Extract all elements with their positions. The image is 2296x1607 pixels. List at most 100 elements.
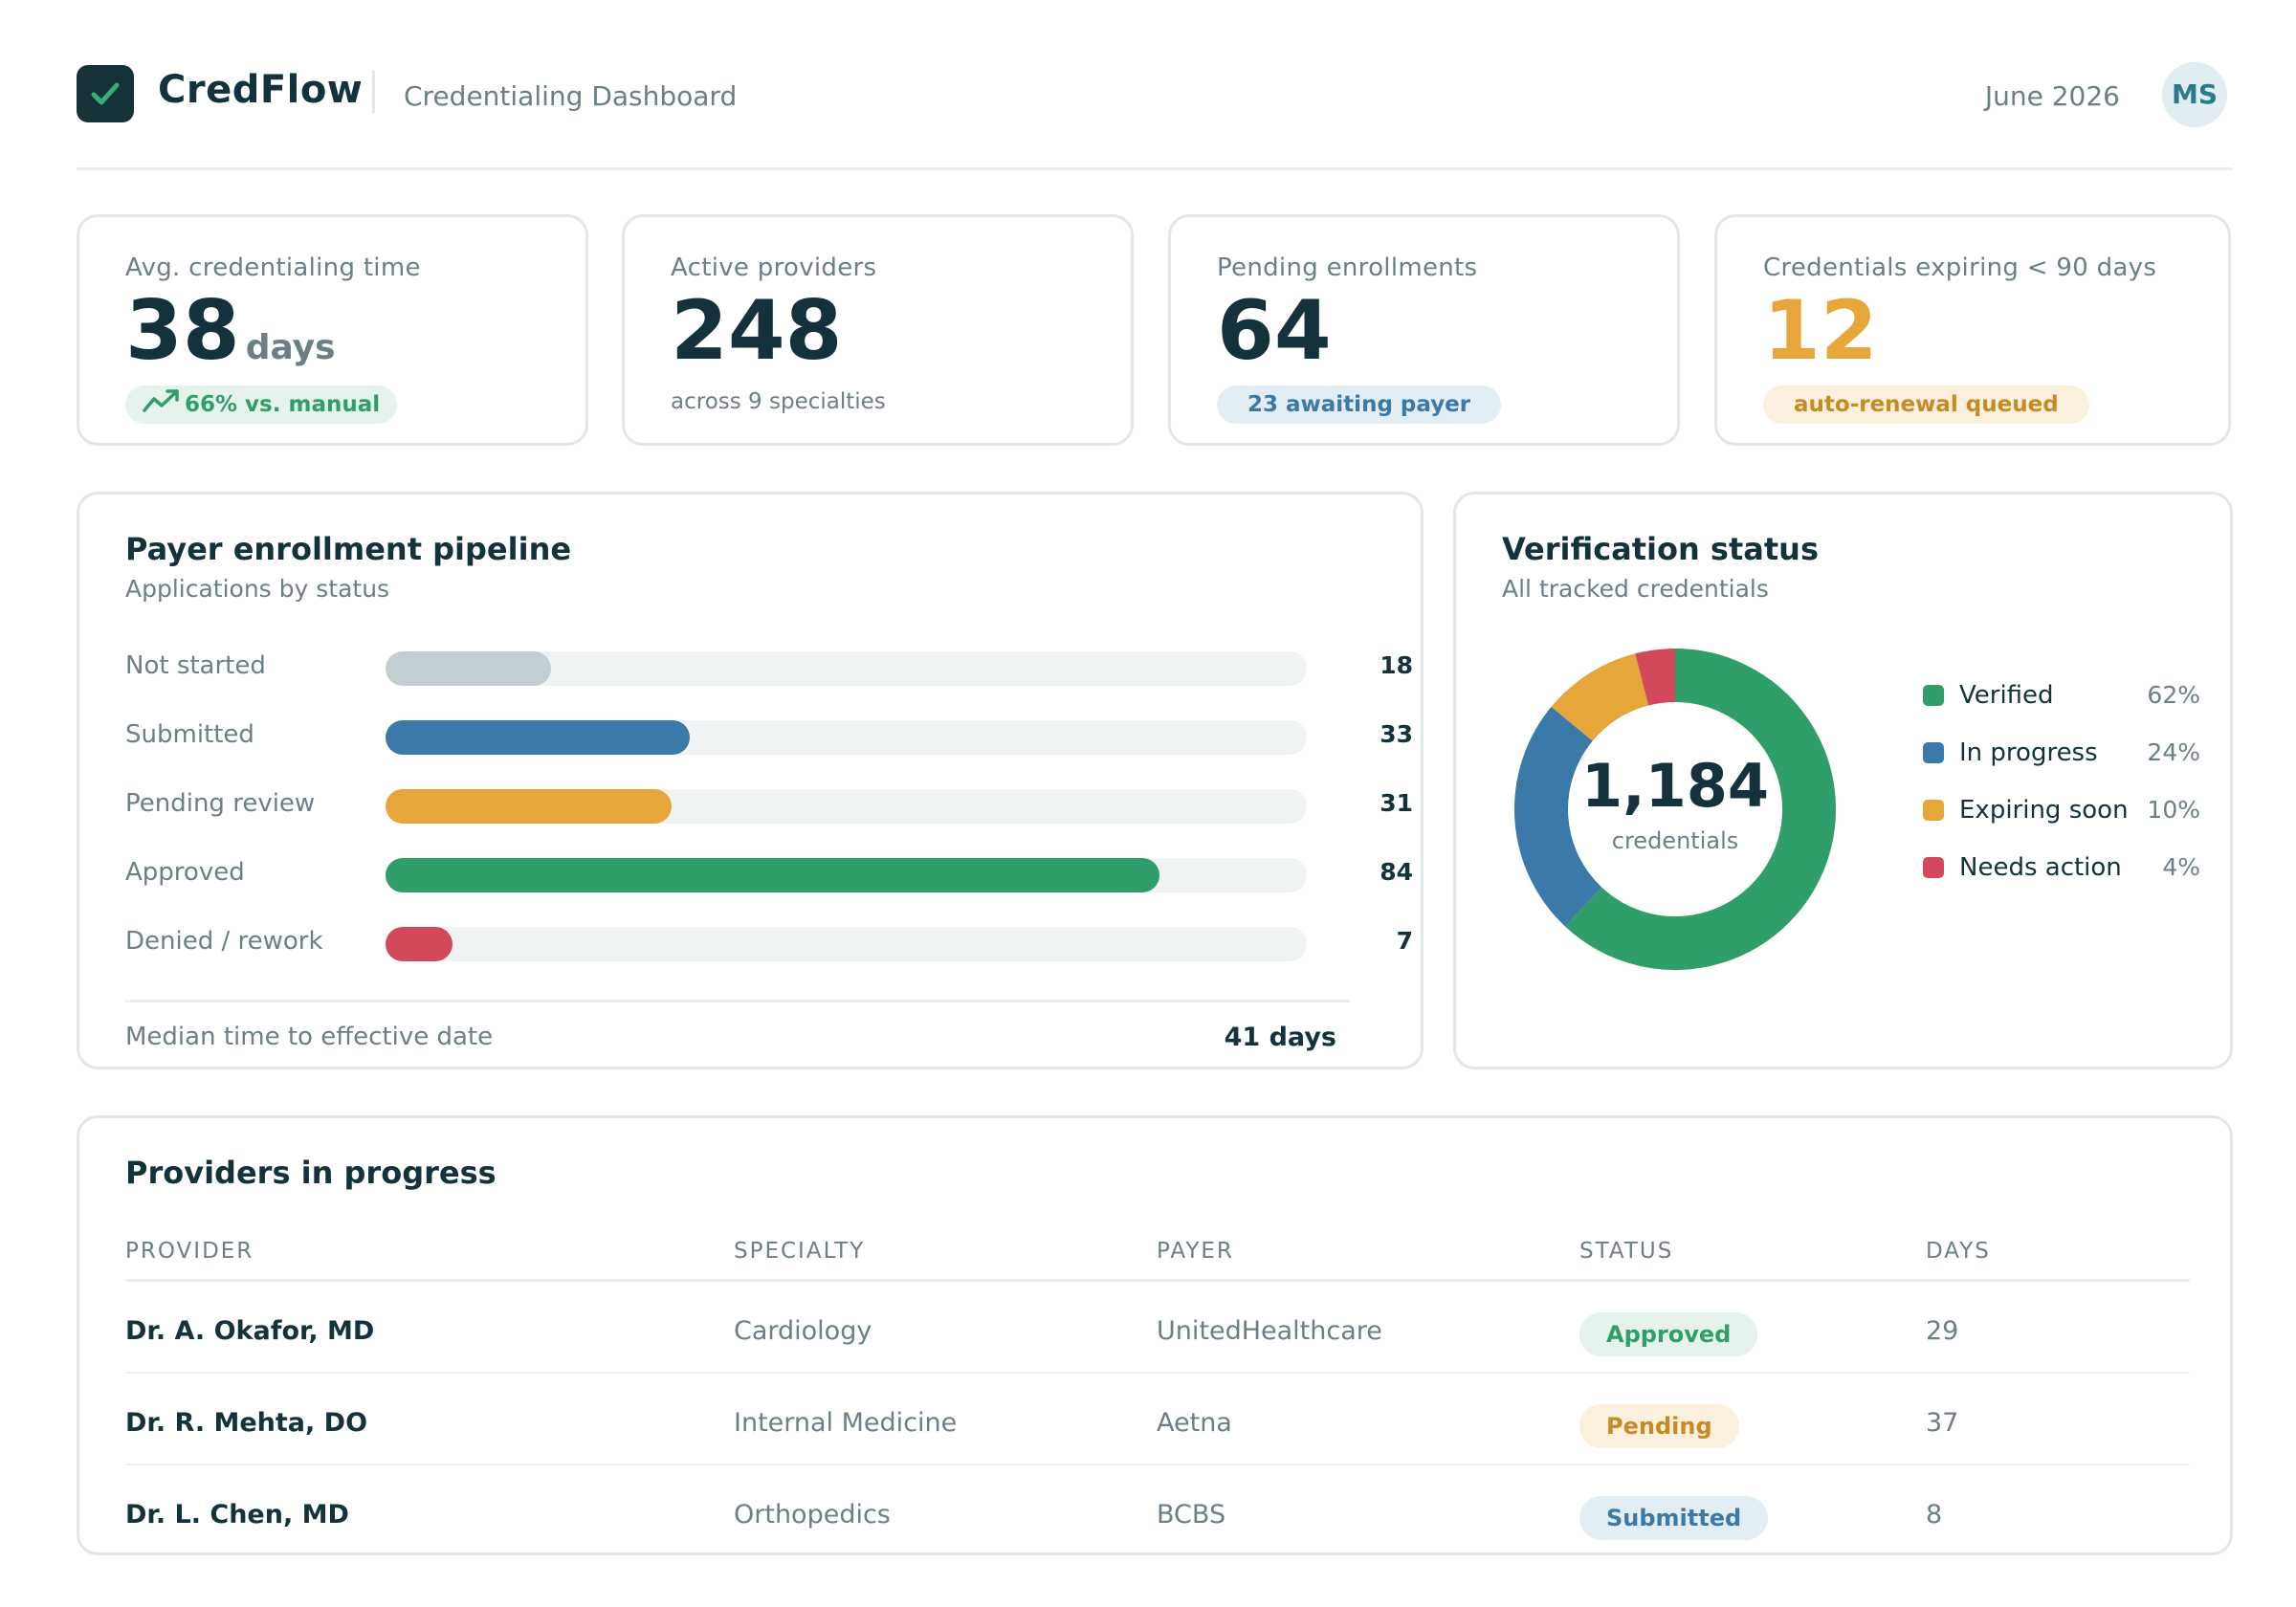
pipeline-row-value: 33 <box>1380 720 1413 748</box>
legend-label: Verified <box>1959 681 2054 710</box>
legend-label: Needs action <box>1959 853 2122 882</box>
improvement-text: 66% vs. manual <box>185 392 381 417</box>
section-subtitle: All tracked credentials <box>1502 575 1769 603</box>
pipeline-row-label: Submitted <box>125 720 254 749</box>
provider-payer: Aetna <box>1157 1408 1232 1438</box>
pipeline-row: Approved 84 <box>125 856 1413 894</box>
pipeline-divider <box>125 1000 1350 1002</box>
pipeline-row-value: 18 <box>1380 651 1413 679</box>
user-avatar[interactable]: MS <box>2162 62 2227 127</box>
provider-days: 29 <box>1926 1316 1959 1346</box>
kpi-card-pending-enrollments: Pending enrollments 64 23 awaiting payer <box>1168 214 1680 446</box>
kpi-value: 38 days <box>125 286 336 377</box>
pipeline-row-value: 7 <box>1396 927 1413 955</box>
kpi-number: 38 <box>125 283 240 379</box>
pipeline-row-value: 31 <box>1380 789 1413 817</box>
column-header-specialty[interactable]: SPECIALTY <box>734 1239 866 1264</box>
status-badge: Approved <box>1579 1312 1758 1356</box>
page-title: Credentialing Dashboard <box>404 80 738 112</box>
app-header: CredFlow Credentialing Dashboard June 20… <box>77 57 2233 170</box>
verification-donut-chart <box>1514 649 1836 970</box>
kpi-label: Credentials expiring < 90 days <box>1763 253 2157 282</box>
kpi-label: Avg. credentialing time <box>125 253 421 282</box>
column-header-provider[interactable]: PROVIDER <box>125 1239 254 1264</box>
provider-days: 8 <box>1926 1500 1943 1530</box>
kpi-card-expiring: Credentials expiring < 90 days 12 auto-r… <box>1714 214 2231 446</box>
pipeline-bar-track <box>386 789 1307 824</box>
column-header-payer[interactable]: PAYER <box>1157 1239 1234 1264</box>
improvement-badge: 66% vs. manual <box>125 385 398 424</box>
table-row[interactable]: Dr. L. Chen, MD Orthopedics BCBS Submitt… <box>125 1465 2190 1557</box>
donut-segment-in-progress[interactable] <box>1514 706 1602 927</box>
kpi-card-avg-time: Avg. credentialing time 38 days 66% vs. m… <box>77 214 588 446</box>
section-title: Verification status <box>1502 531 1819 567</box>
providers-in-progress-card: Providers in progress PROVIDER SPECIALTY… <box>77 1115 2233 1555</box>
median-time-label: Median time to effective date <box>125 1023 494 1051</box>
kpi-label: Pending enrollments <box>1217 253 1478 282</box>
legend-item-expiring-soon: Expiring soon 10% <box>1923 791 2200 829</box>
pipeline-row: Not started 18 <box>125 649 1413 688</box>
table-row[interactable]: Dr. A. Okafor, MD Cardiology UnitedHealt… <box>125 1282 2190 1374</box>
kpi-note: across 9 specialties <box>671 389 886 414</box>
row-divider <box>125 1464 2190 1465</box>
column-header-days[interactable]: DAYS <box>1926 1239 1991 1264</box>
pipeline-bar-track <box>386 720 1307 755</box>
pipeline-bar <box>386 789 672 824</box>
median-time-value: 41 days <box>1224 1023 1336 1052</box>
donut-segment-needs-action[interactable] <box>1635 649 1676 706</box>
provider-name: Dr. A. Okafor, MD <box>125 1316 375 1346</box>
provider-specialty: Internal Medicine <box>734 1408 958 1438</box>
provider-name: Dr. L. Chen, MD <box>125 1500 349 1530</box>
app-logo[interactable] <box>77 65 134 122</box>
pipeline-row-label: Approved <box>125 858 245 887</box>
pipeline-bar <box>386 720 690 755</box>
pipeline-row: Pending review 31 <box>125 787 1413 826</box>
legend-swatch <box>1923 857 1944 878</box>
table-header-divider <box>125 1279 2190 1282</box>
legend-item-verified: Verified 62% <box>1923 676 2200 715</box>
column-header-status[interactable]: STATUS <box>1579 1239 1674 1264</box>
period-selector[interactable]: June 2026 <box>1984 80 2120 112</box>
legend-label: In progress <box>1959 738 2098 767</box>
legend-label: Expiring soon <box>1959 796 2129 825</box>
pipeline-bar-track <box>386 858 1307 892</box>
pipeline-bar <box>386 927 453 961</box>
legend-percent: 10% <box>2147 796 2200 824</box>
provider-payer: UnitedHealthcare <box>1157 1316 1382 1346</box>
legend-percent: 24% <box>2147 738 2200 766</box>
legend-swatch <box>1923 800 1944 821</box>
legend-swatch <box>1923 742 1944 763</box>
provider-payer: BCBS <box>1157 1500 1226 1530</box>
provider-specialty: Orthopedics <box>734 1500 891 1530</box>
verification-status-card: Verification status All tracked credenti… <box>1453 492 2233 1069</box>
status-badge: Pending <box>1579 1404 1739 1448</box>
pipeline-row-label: Not started <box>125 651 266 680</box>
kpi-value: 64 <box>1217 283 1332 379</box>
pipeline-row-value: 84 <box>1380 858 1413 886</box>
pipeline-bar-track <box>386 927 1307 961</box>
pipeline-bar-track <box>386 651 1307 686</box>
kpi-unit: days <box>245 328 336 367</box>
pipeline-row: Denied / rework 7 <box>125 925 1413 963</box>
section-subtitle: Applications by status <box>125 575 390 603</box>
row-divider <box>125 1372 2190 1374</box>
kpi-card-active-providers: Active providers 248 across 9 specialtie… <box>622 214 1134 446</box>
payer-enrollment-pipeline-card: Payer enrollment pipeline Applications b… <box>77 492 1424 1069</box>
donut-segment-verified[interactable] <box>1565 649 1836 970</box>
provider-days: 37 <box>1926 1408 1959 1438</box>
pipeline-row-label: Denied / rework <box>125 927 323 956</box>
pipeline-bar <box>386 651 552 686</box>
table-row[interactable]: Dr. R. Mehta, DO Internal Medicine Aetna… <box>125 1374 2190 1465</box>
donut-segment-expiring-soon[interactable] <box>1551 653 1650 742</box>
pipeline-row: Submitted 33 <box>125 718 1413 757</box>
pipeline-row-label: Pending review <box>125 789 316 818</box>
section-title: Providers in progress <box>125 1155 497 1191</box>
status-badge: Submitted <box>1579 1496 1769 1540</box>
donut-caption: credentials <box>1611 827 1739 854</box>
auto-renewal-badge: auto-renewal queued <box>1763 385 2089 424</box>
section-title: Payer enrollment pipeline <box>125 531 572 567</box>
donut-total: 1,184 <box>1580 751 1770 821</box>
pipeline-bar <box>386 858 1159 892</box>
kpi-label: Active providers <box>671 253 877 282</box>
